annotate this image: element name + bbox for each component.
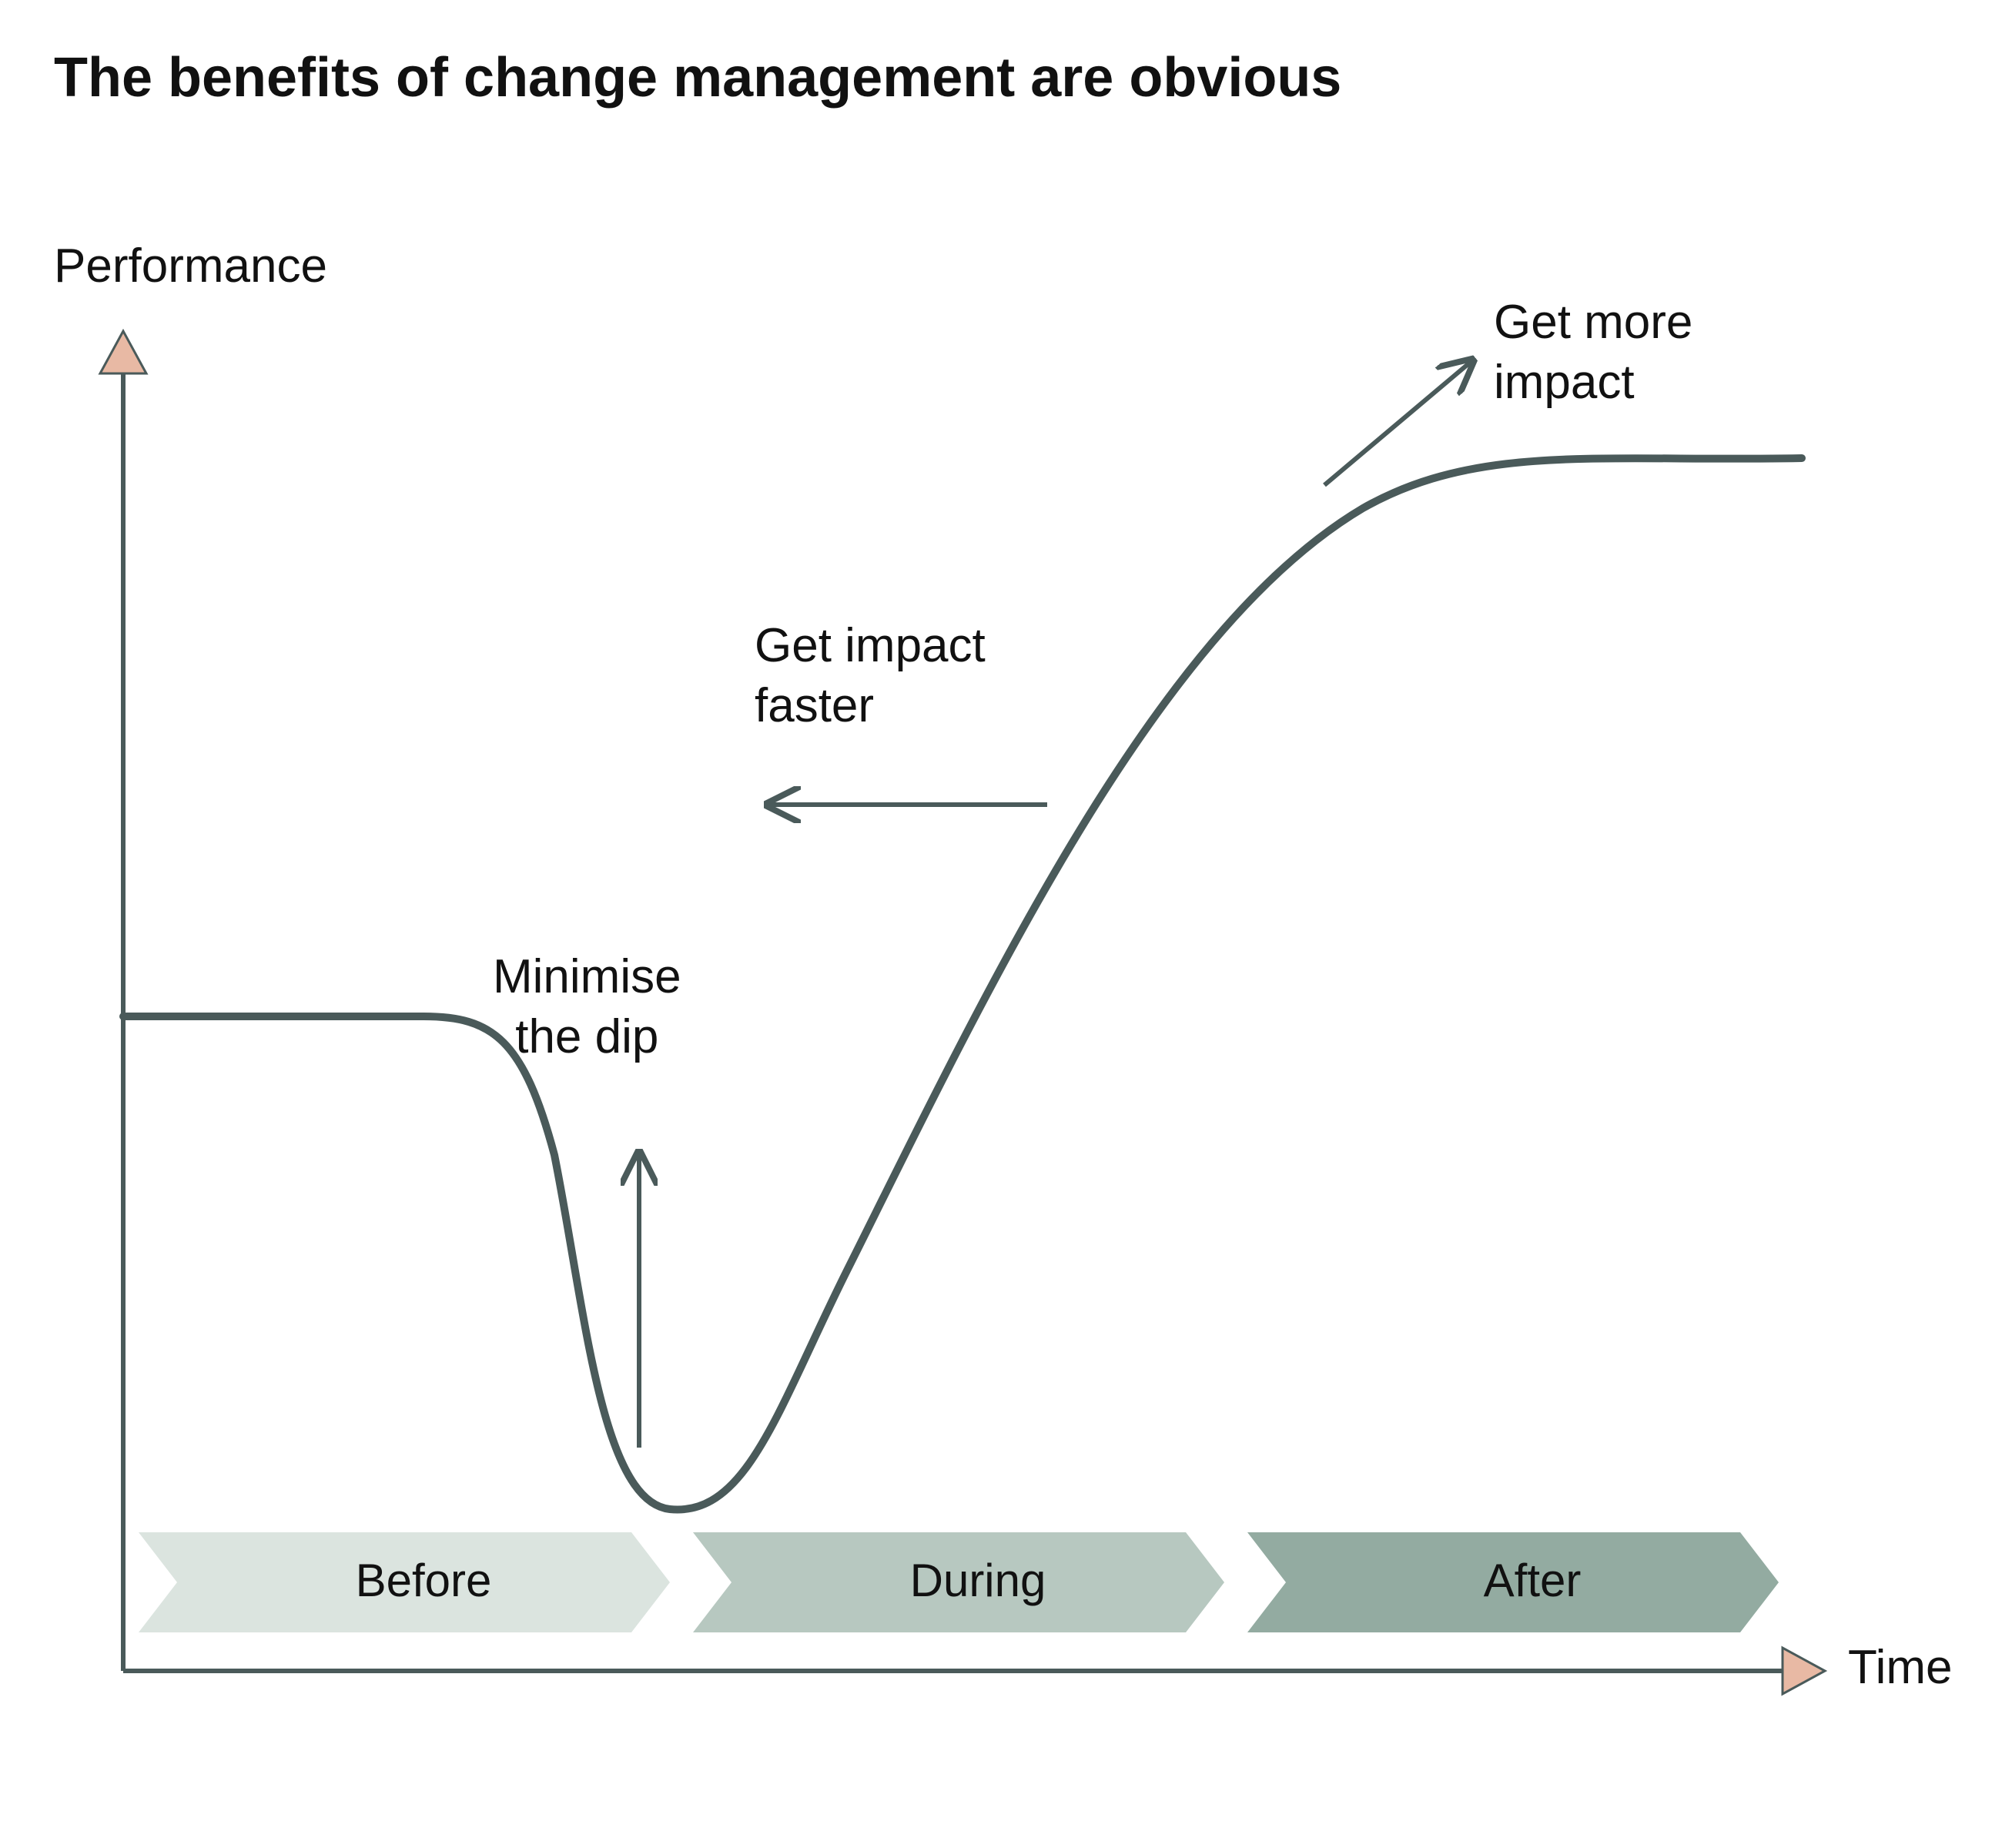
annotation-minimise-dip: Minimisethe dip — [493, 947, 681, 1066]
annotation-impact-faster: Get impactfaster — [755, 616, 986, 735]
arrow-more-impact — [1324, 362, 1471, 485]
phase-label-before: Before — [270, 1554, 578, 1607]
phase-label-during: During — [824, 1554, 1132, 1607]
phase-label-after: After — [1378, 1554, 1686, 1607]
annotation-more-impact: Get moreimpact — [1494, 293, 1692, 412]
diagram-container: The benefits of change management are ob… — [0, 0, 2002, 1848]
